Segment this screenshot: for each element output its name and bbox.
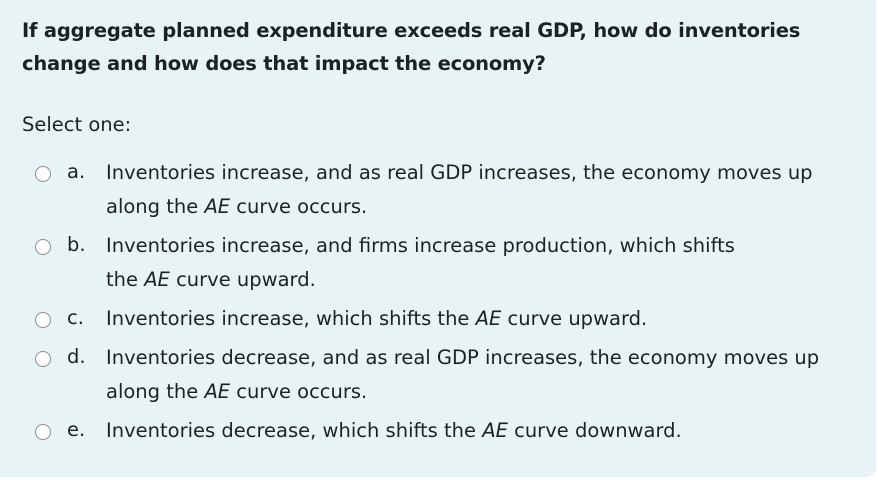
option-text[interactable]: Inventories increase, which shifts the A… [106, 307, 648, 330]
radio-button-e[interactable] [35, 424, 51, 440]
option-letter: c. [67, 306, 84, 329]
radio-button-c[interactable] [35, 312, 51, 328]
option-letter: e. [67, 418, 86, 441]
radio-button-a[interactable] [35, 166, 51, 182]
select-one-label: Select one: [22, 113, 132, 136]
option-letter: b. [67, 233, 86, 256]
option-text[interactable]: Inventories increase, and as real GDP in… [106, 161, 813, 218]
option-text[interactable]: Inventories decrease, and as real GDP in… [106, 346, 820, 403]
question-text: If aggregate planned expenditure exceeds… [22, 19, 801, 75]
radio-button-d[interactable] [35, 351, 51, 367]
option-letter: a. [67, 160, 86, 183]
radio-button-b[interactable] [35, 239, 51, 255]
option-text[interactable]: Inventories increase, and firms increase… [106, 234, 735, 291]
option-letter: d. [67, 345, 86, 368]
option-text[interactable]: Inventories decrease, which shifts the A… [106, 419, 682, 442]
